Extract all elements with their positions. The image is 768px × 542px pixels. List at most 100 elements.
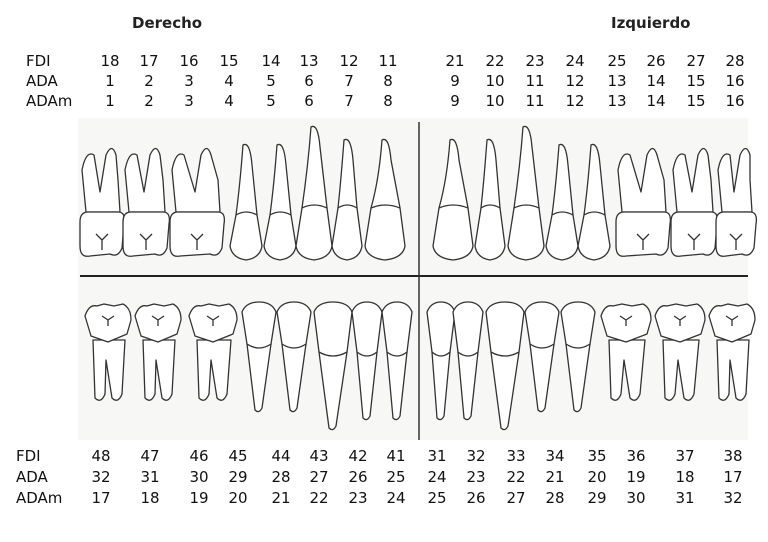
tooth-number: 36 [626, 447, 646, 465]
upper-molar-tooth [715, 147, 758, 257]
tooth-number: 15 [686, 92, 706, 110]
numbering-row-fdi: FDI 48 47 46 45 44 43 42 41 31 32 33 34 35 36 37 38 [0, 446, 768, 466]
tooth-number: 31 [675, 489, 695, 507]
numbering-row-ada: ADA 32 31 30 29 28 27 26 25 24 23 22 21 20 19 18 17 [0, 467, 768, 487]
tooth-number: 22 [506, 468, 526, 486]
row-label: ADA [16, 468, 48, 486]
upper-canine-tooth [295, 125, 333, 261]
tooth-number: 47 [140, 447, 160, 465]
tooth-number: 22 [485, 52, 505, 70]
upper-incisor-tooth [364, 138, 406, 261]
tooth-number: 16 [725, 92, 745, 110]
tooth-number: 26 [348, 468, 368, 486]
tooth-number: 18 [100, 52, 120, 70]
tooth-number: 28 [725, 52, 745, 70]
lower-molar-tooth [134, 303, 182, 401]
tooth-number: 10 [485, 72, 505, 90]
tooth-number: 30 [626, 489, 646, 507]
tooth-number: 26 [646, 52, 666, 70]
tooth-number: 3 [184, 72, 194, 90]
tooth-number: 27 [506, 489, 526, 507]
tooth-number: 2 [144, 72, 154, 90]
row-label: FDI [26, 52, 51, 70]
tooth-number: 14 [646, 92, 666, 110]
upper-canine-tooth [507, 125, 545, 261]
tooth-number: 41 [386, 447, 406, 465]
tooth-number: 9 [450, 92, 460, 110]
tooth-number: 31 [427, 447, 447, 465]
upper-incisor-tooth [331, 138, 363, 261]
row-label: FDI [16, 447, 41, 465]
tooth-number: 25 [607, 52, 627, 70]
lower-molar-tooth [84, 303, 132, 401]
tooth-number: 12 [565, 72, 585, 90]
lower-canine-tooth [485, 301, 525, 431]
lower-molar-tooth [654, 303, 706, 401]
tooth-number: 12 [339, 52, 359, 70]
lower-premolar-tooth [560, 301, 596, 413]
tooth-number: 11 [525, 92, 545, 110]
tooth-number: 29 [228, 468, 248, 486]
left-side-label: Izquierdo [611, 14, 691, 32]
tooth-number: 28 [271, 468, 291, 486]
tooth-number: 20 [587, 468, 607, 486]
upper-incisor-tooth [474, 138, 506, 261]
tooth-number: 25 [427, 489, 447, 507]
tooth-number: 19 [189, 489, 209, 507]
upper-molar-tooth [670, 147, 719, 257]
lower-molar-tooth [188, 303, 238, 401]
lower-molar-tooth [708, 303, 756, 401]
row-label: ADA [26, 72, 58, 90]
tooth-number: 34 [545, 447, 565, 465]
tooth-number: 13 [299, 52, 319, 70]
row-label: ADAm [26, 92, 73, 110]
tooth-number: 19 [626, 468, 646, 486]
right-side-label: Derecho [132, 14, 203, 32]
tooth-number: 16 [725, 72, 745, 90]
tooth-number: 14 [646, 72, 666, 90]
tooth-number: 43 [309, 447, 329, 465]
tooth-number: 30 [189, 468, 209, 486]
tooth-number: 32 [91, 468, 111, 486]
lower-molar-tooth [600, 303, 652, 401]
lower-incisor-tooth [351, 301, 383, 421]
tooth-number: 21 [545, 468, 565, 486]
tooth-number: 46 [189, 447, 209, 465]
tooth-number: 25 [386, 468, 406, 486]
tooth-number: 23 [466, 468, 486, 486]
tooth-number: 5 [266, 92, 276, 110]
upper-premolar-tooth [577, 143, 611, 261]
tooth-number: 31 [140, 468, 160, 486]
tooth-number: 18 [675, 468, 695, 486]
tooth-number: 20 [228, 489, 248, 507]
tooth-number: 32 [466, 447, 486, 465]
lower-canine-tooth [313, 301, 353, 431]
tooth-number: 42 [348, 447, 368, 465]
tooth-number: 38 [723, 447, 743, 465]
tooth-number: 11 [525, 72, 545, 90]
tooth-number: 8 [383, 92, 393, 110]
numbering-row-fdi: FDI 18 17 16 15 14 13 12 11 21 22 23 24 25 26 27 28 [0, 51, 768, 71]
tooth-number: 21 [445, 52, 465, 70]
tooth-number: 7 [344, 92, 354, 110]
tooth-number: 1 [105, 92, 115, 110]
tooth-number: 18 [140, 489, 160, 507]
upper-premolar-tooth [263, 143, 297, 261]
tooth-number: 23 [525, 52, 545, 70]
tooth-number: 15 [219, 52, 239, 70]
tooth-number: 17 [723, 468, 743, 486]
tooth-number: 4 [224, 92, 234, 110]
tooth-number: 24 [386, 489, 406, 507]
tooth-number: 14 [261, 52, 281, 70]
tooth-number: 10 [485, 92, 505, 110]
tooth-number: 16 [179, 52, 199, 70]
lower-incisor-tooth [381, 301, 413, 421]
tooth-number: 37 [675, 447, 695, 465]
tooth-number: 22 [309, 489, 329, 507]
upper-molar-tooth [169, 147, 226, 257]
numbering-row-adam: ADAm 17 18 19 20 21 22 23 24 25 26 27 28 29 30 31 32 [0, 488, 768, 508]
tooth-number: 6 [304, 72, 314, 90]
tooth-number: 45 [228, 447, 248, 465]
tooth-number: 13 [607, 92, 627, 110]
